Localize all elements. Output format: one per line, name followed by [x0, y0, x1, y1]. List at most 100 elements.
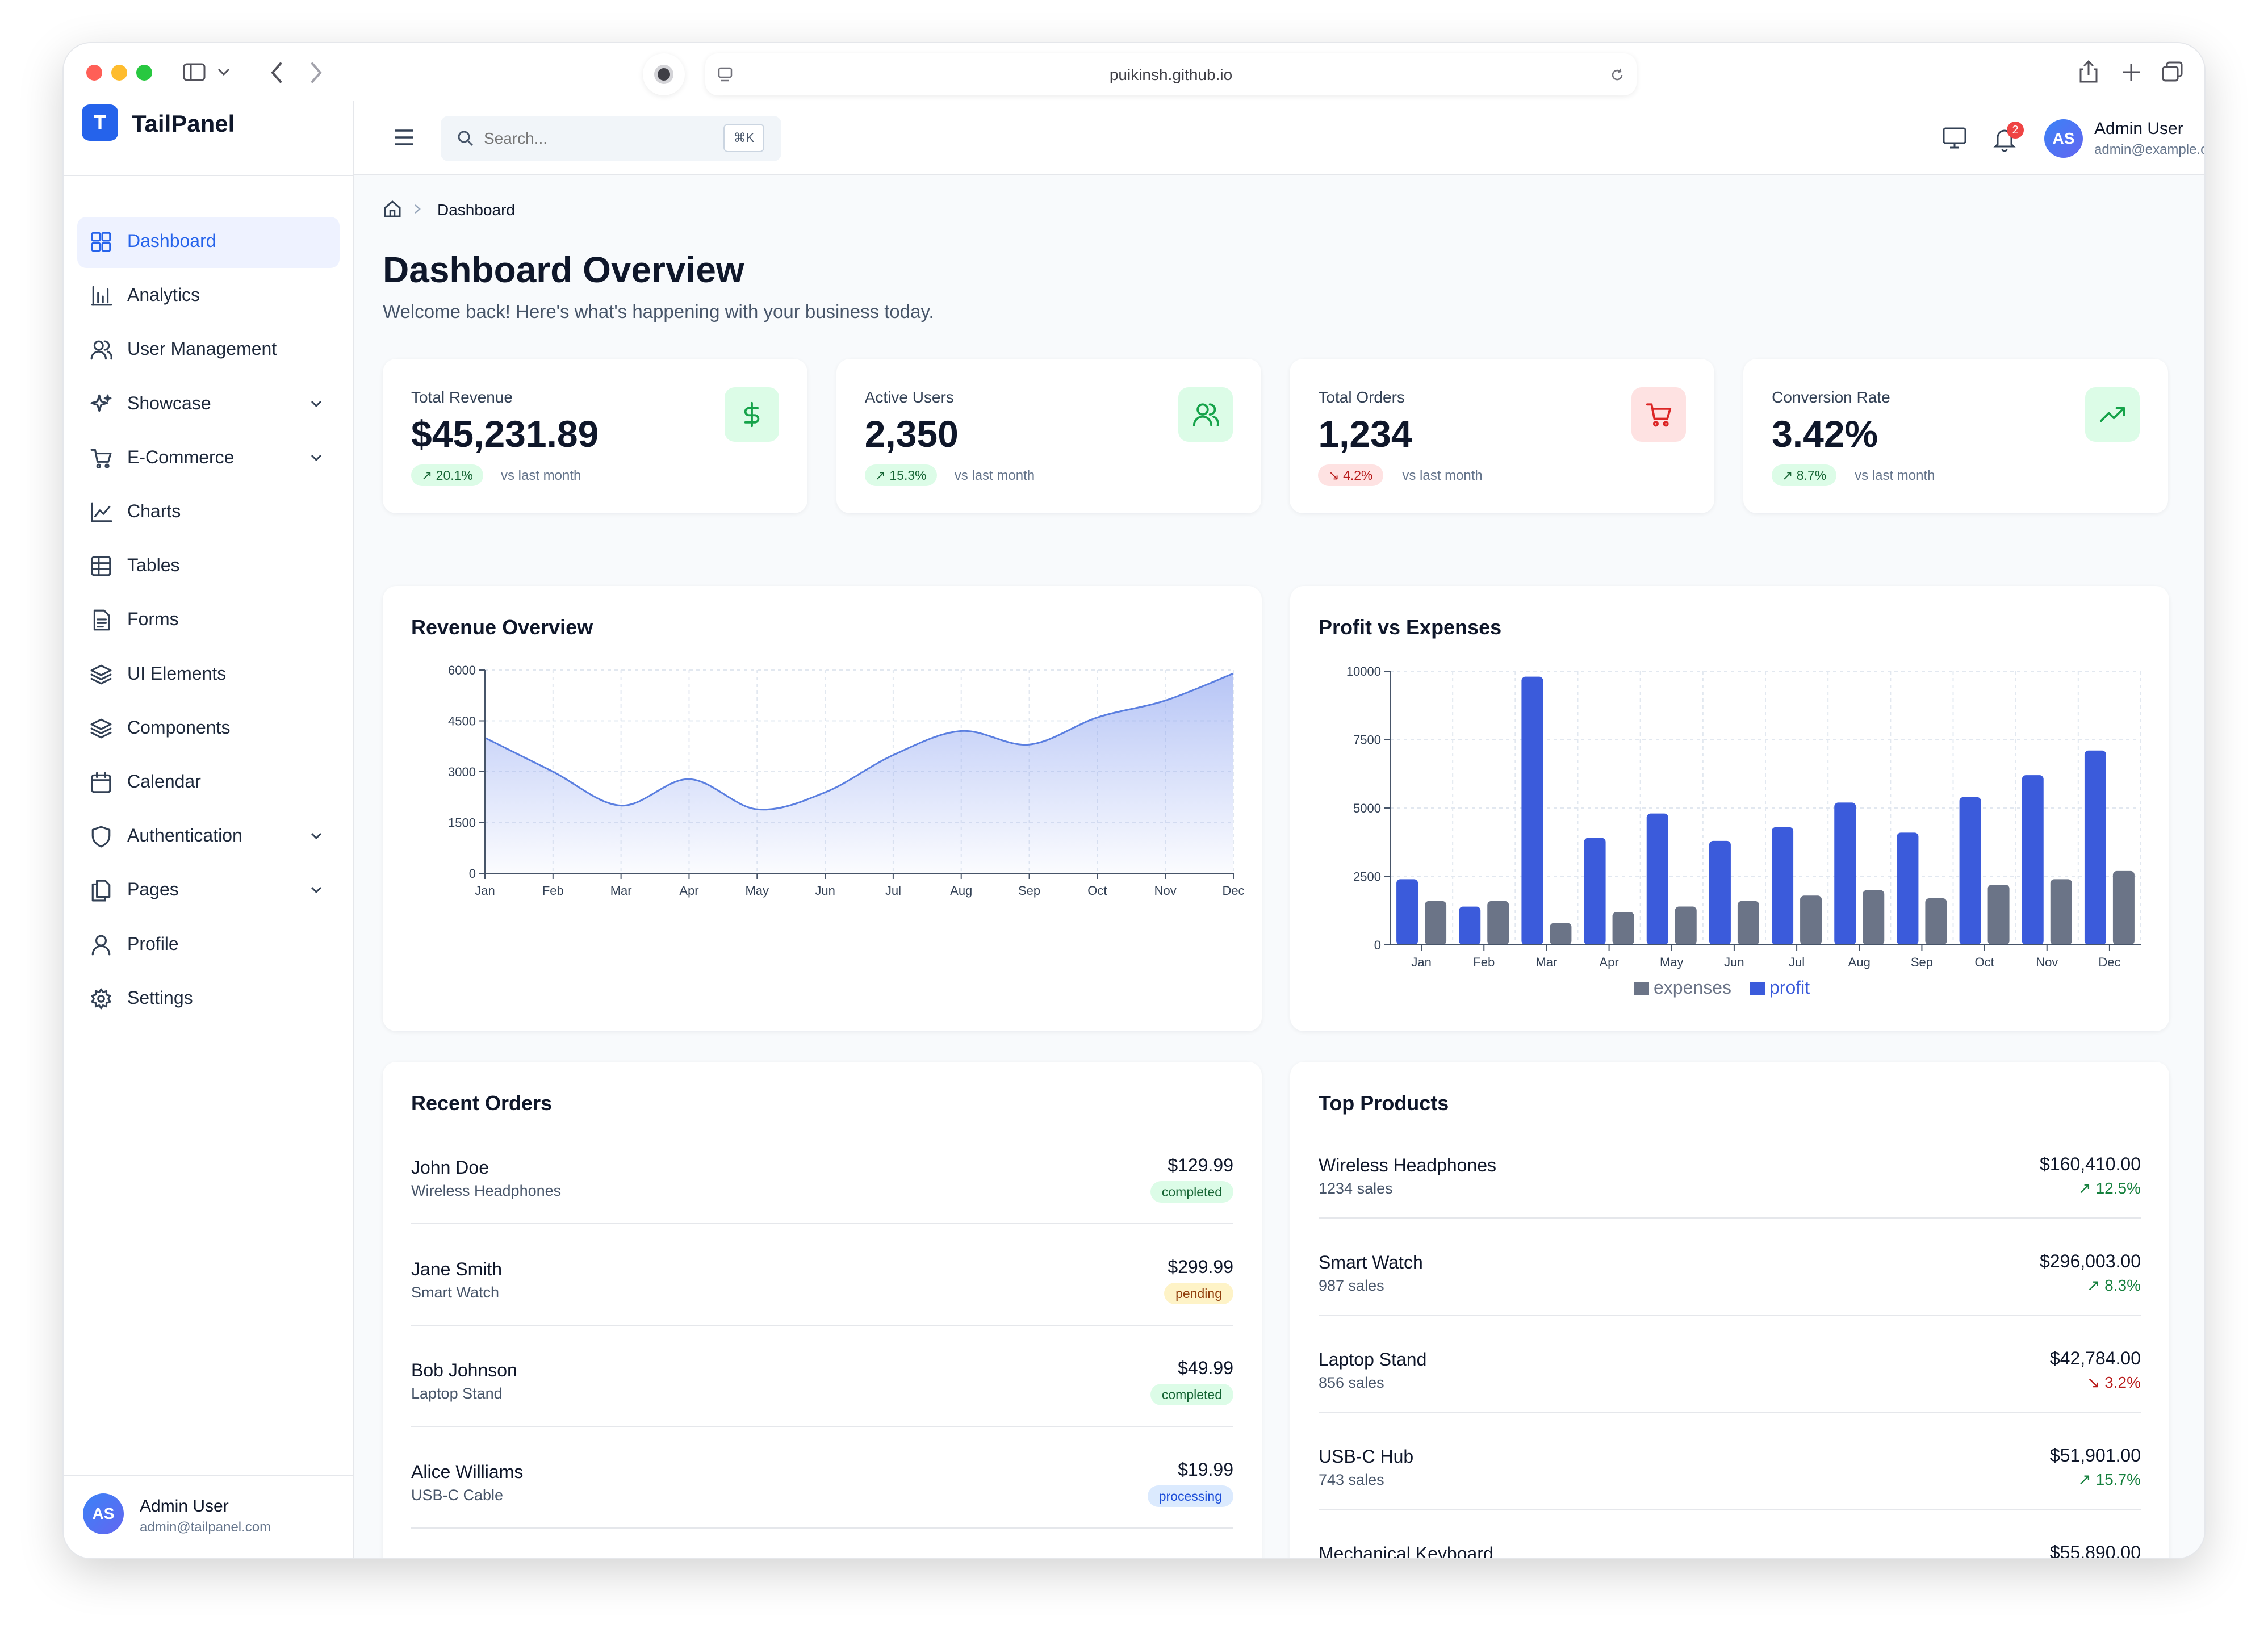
avatar: AS	[83, 1493, 124, 1534]
top-products-card: Top Products Wireless Headphones 1234 sal…	[1290, 1062, 2169, 1558]
y-tick-label: 0	[1374, 938, 1381, 952]
product-row[interactable]: Laptop Stand 856 sales $42,784.00 ↘ 3.2%	[1290, 1348, 2169, 1446]
sidebar-item-forms[interactable]: Forms	[77, 595, 340, 646]
sidebar-item-charts[interactable]: Charts	[77, 487, 340, 538]
arrow-up-right-icon: ↗	[2078, 1471, 2096, 1488]
home-icon[interactable]	[383, 200, 402, 218]
profit-bar	[1834, 802, 1856, 945]
y-tick-label: 3000	[448, 765, 476, 779]
sidebar-item-settings[interactable]: Settings	[77, 974, 340, 1025]
profit-bar	[1709, 840, 1731, 945]
sidebar-item-profile[interactable]: Profile	[77, 920, 340, 971]
profit-bar	[2022, 775, 2044, 945]
recent-orders-card: Recent Orders John Doe Wireless Headphone…	[383, 1062, 1262, 1558]
stat-icon-container	[2085, 387, 2140, 442]
share-icon[interactable]	[2078, 59, 2099, 84]
shield-icon	[91, 826, 111, 848]
search-input[interactable]	[484, 126, 700, 151]
users-icon	[1192, 403, 1219, 426]
order-customer: Alice Williams	[411, 1461, 524, 1482]
sidebar-item-authentication[interactable]: Authentication	[77, 811, 340, 863]
minimize-window-button[interactable]	[111, 65, 127, 81]
sidebar-item-showcase[interactable]: Showcase	[77, 379, 340, 430]
zoom-window-button[interactable]	[136, 65, 152, 81]
sidebar-item-tables[interactable]: Tables	[77, 541, 340, 592]
order-row[interactable]: Jane Smith Smart Watch $299.99 pending	[383, 1257, 1262, 1360]
order-status-badge: pending	[1164, 1282, 1233, 1304]
new-tab-icon[interactable]	[2121, 62, 2141, 82]
row-divider	[411, 1324, 1233, 1326]
notifications-button[interactable]: 2	[1990, 122, 2024, 156]
x-tick-label: Jan	[1411, 955, 1431, 969]
product-row[interactable]: USB-C Hub 743 sales $51,901.00 ↗ 15.7%	[1290, 1445, 2169, 1543]
order-status-badge: completed	[1150, 1384, 1233, 1405]
stat-change-badge: ↗ 8.7%	[1772, 464, 1837, 486]
order-row[interactable]: Alice Williams USB-C Cable $19.99 processin…	[383, 1459, 1262, 1559]
x-tick-label: Nov	[2036, 955, 2058, 969]
extension-button[interactable]	[643, 53, 685, 95]
expenses-bar	[1425, 901, 1447, 945]
sidebar-item-ui-elements[interactable]: UI Elements	[77, 650, 340, 701]
x-tick-label: Jun	[815, 884, 835, 898]
sidebar-item-pages[interactable]: Pages	[77, 865, 340, 916]
profit-bar	[1521, 676, 1543, 945]
sidebar-user-name: Admin User	[140, 1497, 229, 1516]
product-row[interactable]: Smart Watch 987 sales $296,003.00 ↗ 8.3%	[1290, 1251, 2169, 1349]
expenses-bar	[2112, 870, 2135, 945]
sidebar-toggle-icon[interactable]	[183, 62, 206, 82]
stat-comparison-label: vs last month	[1402, 468, 1483, 483]
search-icon	[458, 131, 474, 146]
sidebar-item-label: Tables	[127, 555, 180, 576]
reload-icon[interactable]	[1609, 67, 1625, 83]
sidebar-item-label: Components	[127, 717, 231, 738]
product-sales: 1234 sales	[1319, 1180, 1393, 1197]
product-row[interactable]: Mechanical Keyboard621 sales$55,890.00↗ …	[1290, 1542, 2169, 1558]
profit-bar	[1396, 879, 1418, 945]
x-tick-label: Jan	[475, 884, 495, 898]
x-tick-label: Sep	[1018, 884, 1040, 898]
order-row[interactable]: John Doe Wireless Headphones $129.99 comple…	[383, 1155, 1262, 1258]
expenses-bar	[1800, 895, 1822, 945]
x-tick-label: Mar	[610, 884, 632, 898]
product-revenue: $55,890.00	[2049, 1542, 2141, 1558]
user-icon	[91, 935, 111, 956]
product-row[interactable]: Wireless Headphones 1234 sales $160,410.00…	[1290, 1154, 2169, 1252]
sidebar-item-e-commerce[interactable]: E-Commerce	[77, 433, 340, 484]
users-icon	[90, 341, 112, 360]
stat-icon-container	[725, 387, 779, 442]
monitor-icon[interactable]	[1942, 126, 1967, 150]
sidebar-item-label: Profile	[127, 933, 179, 954]
header-user-menu[interactable]: AS Admin User admin@example.com	[2044, 117, 2204, 162]
sidebar-item-calendar[interactable]: Calendar	[77, 757, 340, 809]
x-tick-label: Dec	[1222, 884, 1244, 898]
sidebar-item-label: Settings	[127, 987, 193, 1008]
menu-icon[interactable]	[393, 127, 416, 148]
stat-change-value: 20.1%	[436, 468, 473, 483]
sidebar-item-user-management[interactable]: User Management	[77, 325, 340, 376]
sidebar-item-analytics[interactable]: Analytics	[77, 271, 340, 322]
order-customer: John Doe	[411, 1157, 489, 1178]
sidebar-user[interactable]: AS Admin User admin@tailpanel.com	[83, 1493, 333, 1544]
expenses-bar	[1675, 906, 1697, 945]
sidebar-item-dashboard[interactable]: Dashboard	[77, 217, 340, 268]
x-tick-label: Sep	[1911, 955, 1933, 969]
row-divider	[1319, 1315, 2141, 1316]
forward-icon[interactable]	[308, 61, 324, 84]
legend-swatch-profit	[1750, 982, 1765, 995]
stat-label: Total Orders	[1318, 388, 1405, 406]
search-box[interactable]: ⌘K	[441, 116, 781, 161]
x-tick-label: Apr	[1599, 955, 1618, 969]
address-bar[interactable]: puikinsh.github.io	[705, 53, 1637, 95]
chevron-down-icon[interactable]	[217, 67, 231, 77]
tab-overview-icon[interactable]	[2161, 61, 2184, 83]
close-window-button[interactable]	[86, 65, 102, 81]
profit-bar	[1459, 906, 1481, 945]
reader-icon[interactable]	[717, 66, 734, 83]
form-icon	[93, 609, 110, 631]
back-icon[interactable]	[269, 61, 285, 84]
order-amount: $129.99	[1168, 1155, 1233, 1175]
sidebar-item-components[interactable]: Components	[77, 704, 340, 755]
notification-count-badge: 2	[2007, 122, 2024, 139]
row-divider	[1319, 1412, 2141, 1413]
order-row[interactable]: Bob Johnson Laptop Stand $49.99 completed	[383, 1358, 1262, 1461]
